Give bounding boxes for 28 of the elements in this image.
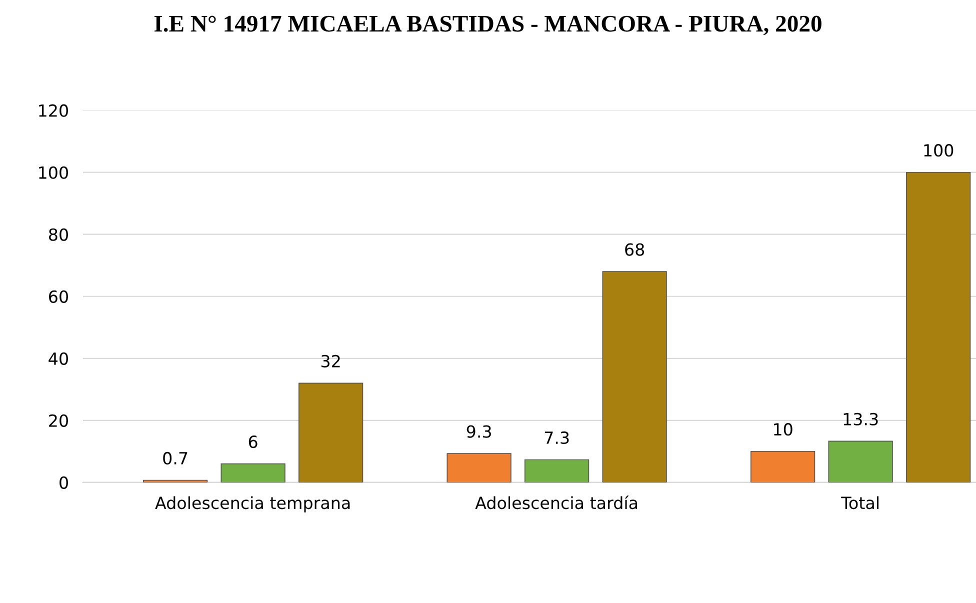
- y-tick-label: 120: [39, 104, 68, 117]
- data-label: 9.3: [466, 425, 491, 438]
- data-label: 0.7: [163, 452, 188, 464]
- y-tick-label: 60: [49, 290, 68, 303]
- data-label: 32: [321, 354, 340, 368]
- y-tick-label: 40: [48, 352, 68, 365]
- x-tick-label: Total: [841, 496, 878, 510]
- data-label: 6: [248, 435, 258, 448]
- bar: [828, 440, 893, 482]
- bar: [750, 450, 816, 482]
- data-label: 10: [774, 423, 792, 436]
- bar: [298, 382, 364, 482]
- bar: [524, 459, 590, 482]
- bar: [906, 172, 971, 482]
- data-label: 100: [924, 144, 954, 157]
- data-label: 68: [625, 243, 644, 256]
- bar: [220, 463, 286, 482]
- chart-title: I.E N° 14917 MICAELA BASTIDAS - MANCORA - PIURA, 2020: [154, 16, 822, 36]
- x-tick-label: Adolescencia temprana: [155, 496, 350, 512]
- x-tick-label: Adolescencia tardía: [475, 496, 638, 510]
- data-label: 7.3: [544, 431, 569, 444]
- bar: [446, 453, 512, 482]
- data-label: 13.3: [844, 412, 878, 426]
- y-tick-label: 100: [39, 166, 68, 179]
- y-tick-label: 20: [49, 414, 68, 427]
- y-tick-label: 0: [60, 476, 68, 489]
- bar: [602, 271, 667, 482]
- y-tick-label: 80: [48, 228, 68, 241]
